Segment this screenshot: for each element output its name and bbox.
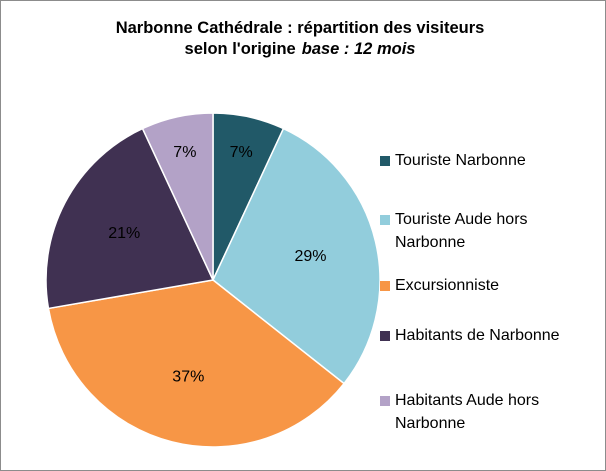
data-label: 29% (294, 248, 326, 265)
legend-label: Touriste Aude hors Narbonne (395, 211, 528, 251)
chart-title: Narbonne Cathédrale : répartition des vi… (115, 19, 485, 58)
legend-swatch (380, 215, 390, 225)
legend-label: Habitants Aude hors Narbonne (395, 392, 540, 432)
legend-label: Excursionniste (395, 277, 500, 294)
pie-slice (212, 127, 381, 385)
legend-item: Touriste Aude hors Narbonne (380, 208, 595, 254)
title-block: Narbonne Cathédrale : répartition des vi… (100, 18, 500, 60)
legend-label: Touriste Narbonne (395, 152, 526, 169)
legend-item: Excursionniste (380, 274, 499, 297)
chart-subtitle: base : 12 mois (301, 40, 416, 58)
data-label: 37% (172, 368, 204, 385)
data-label: 7% (230, 144, 253, 161)
legend-swatch (380, 281, 390, 291)
legend-item: Touriste Narbonne (380, 149, 526, 172)
data-label: 7% (173, 144, 196, 161)
legend-swatch (380, 396, 390, 406)
legend-swatch (380, 331, 390, 341)
pie-slice (141, 112, 214, 281)
legend-label: Habitants de Narbonne (395, 327, 560, 344)
data-label: 21% (108, 225, 140, 242)
legend-item: Habitants de Narbonne (380, 324, 560, 347)
legend-swatch (380, 156, 390, 166)
pie-slice (45, 127, 215, 310)
legend-item: Habitants Aude hors Narbonne (380, 389, 595, 435)
pie-slice (47, 279, 346, 448)
